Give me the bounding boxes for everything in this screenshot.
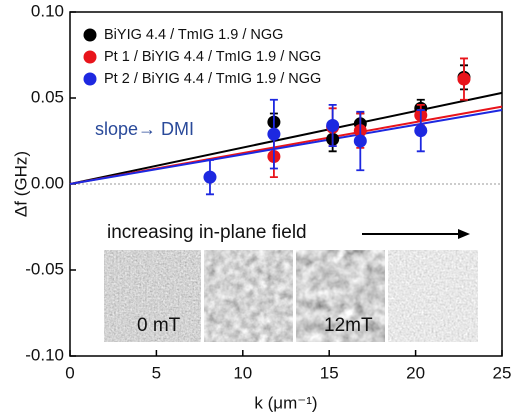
data-point <box>267 127 281 141</box>
legend-marker <box>83 50 97 64</box>
y-tick-label: 0.05 <box>31 87 64 106</box>
y-tick-label: 0.00 <box>31 173 64 192</box>
fit-line <box>69 91 503 185</box>
legend-label: BiYIG 4.4 / TmIG 1.9 / NGG <box>104 27 283 43</box>
inset-images <box>104 250 478 342</box>
y-axis-label: Δf (GHz) <box>11 151 30 217</box>
domain-image <box>296 250 385 342</box>
data-point <box>203 170 217 184</box>
x-axis-label: k (μm⁻¹) <box>254 393 317 412</box>
x-tick-label: 15 <box>320 363 339 382</box>
domain-image <box>104 250 201 342</box>
legend-label: Pt 2 / BiYIG 4.4 / TmIG 1.9 / NGG <box>104 71 321 87</box>
fit-line <box>69 109 503 185</box>
y-tick-label: -0.05 <box>25 259 64 278</box>
legend-marker <box>83 72 97 86</box>
data-point <box>353 134 367 148</box>
y-tick-label: -0.10 <box>25 345 64 364</box>
annotation: increasing in-plane field <box>107 222 307 243</box>
annotation: slope→ DMI <box>95 119 194 139</box>
data-point <box>457 72 471 86</box>
x-tick-label: 5 <box>152 363 161 382</box>
x-tick-label: 0 <box>65 363 74 382</box>
x-tick-label: 20 <box>406 363 425 382</box>
domain-image <box>204 250 293 342</box>
legend-marker <box>83 28 97 42</box>
y-tick-label: 0.10 <box>31 1 64 20</box>
data-point <box>326 119 340 133</box>
legend-label: Pt 1 / BiYIG 4.4 / TmIG 1.9 / NGG <box>104 49 321 65</box>
x-tick-label: 25 <box>493 363 512 382</box>
annotation: 0 mT <box>137 315 181 336</box>
domain-image <box>388 250 478 342</box>
annotation: 12mT <box>324 315 373 336</box>
x-tick-label: 10 <box>233 363 252 382</box>
arrow-head <box>458 229 470 239</box>
data-point <box>414 124 428 138</box>
